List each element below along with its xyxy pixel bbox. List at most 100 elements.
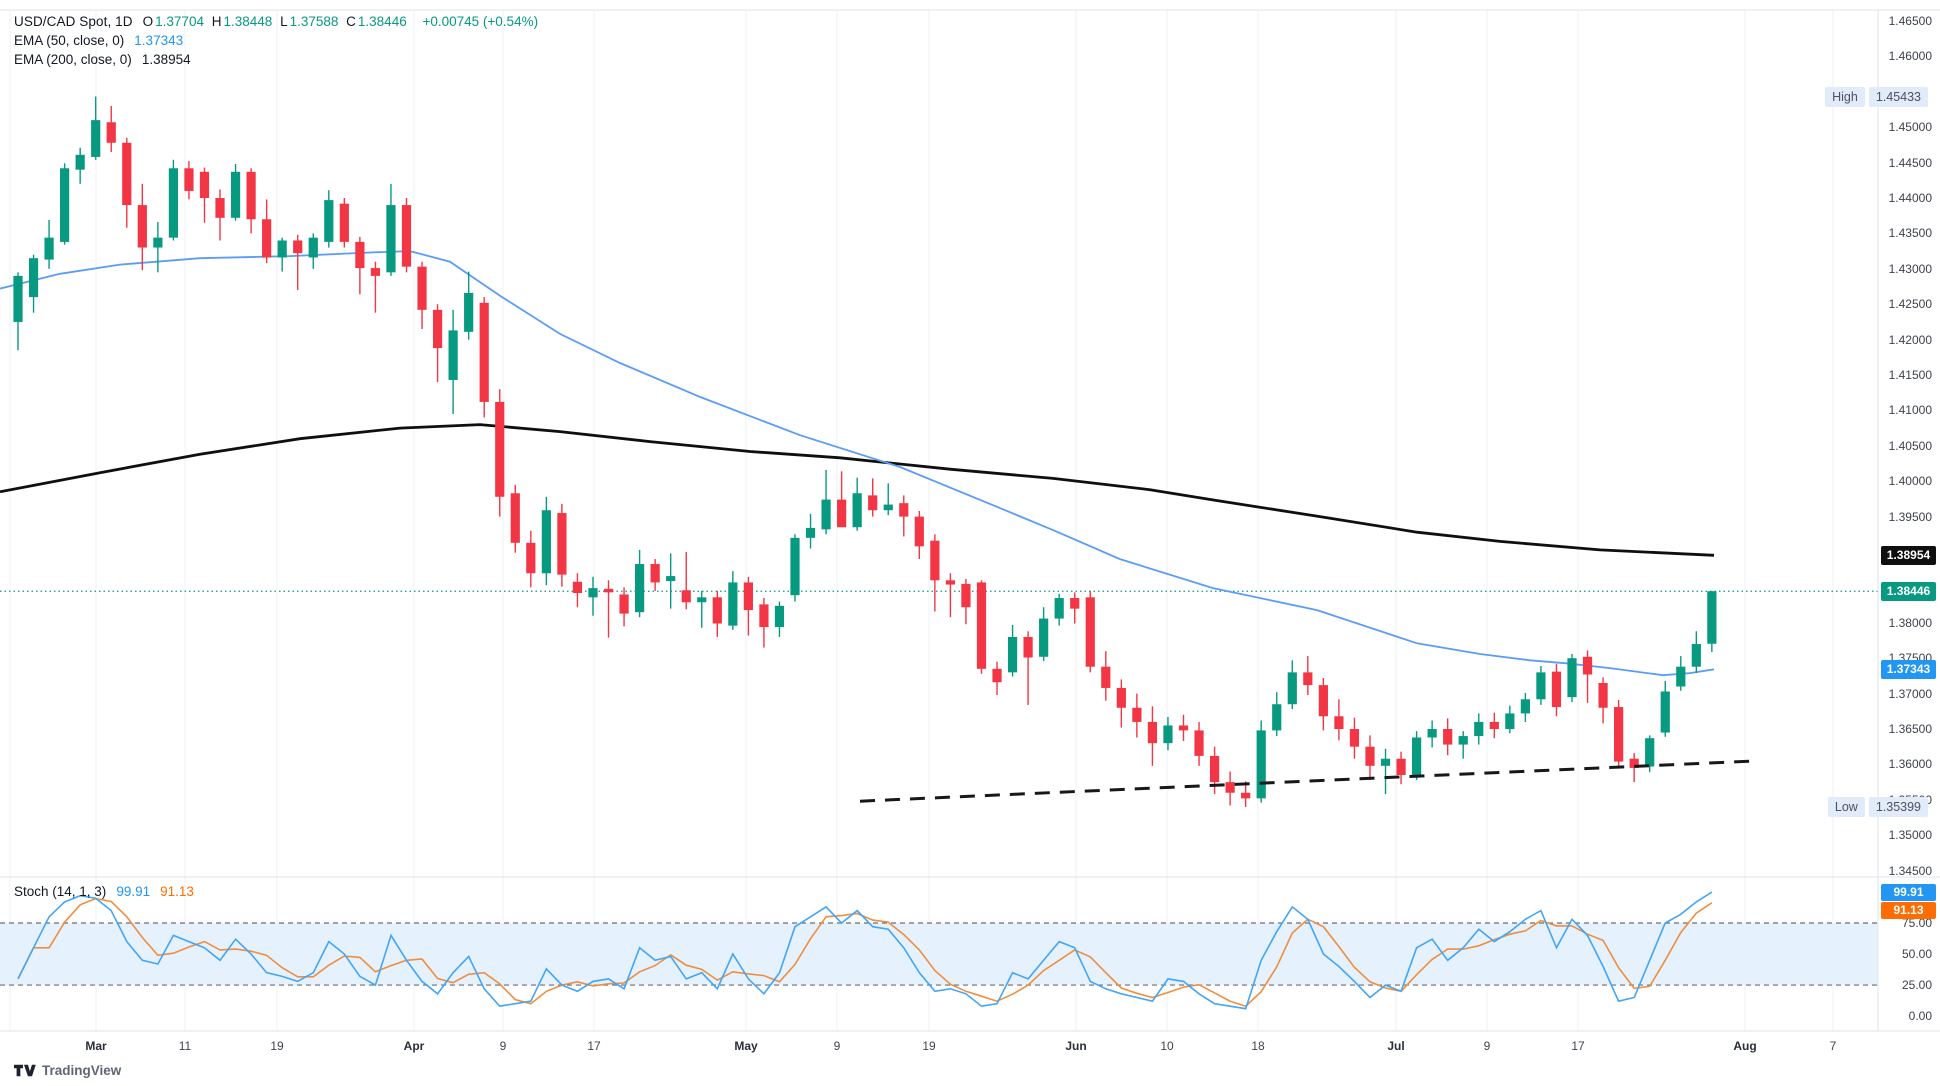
candle-body [1085,597,1095,667]
tradingview-logo[interactable]: TradingView [14,1063,121,1078]
candle-body [1427,729,1437,738]
candle-body [1505,713,1515,729]
candle-body [837,499,847,528]
time-axis-label: May [734,1039,758,1053]
time-axis-label: 9 [833,1039,841,1053]
ohlc-segment: O 1.37704 [142,14,204,29]
tradingview-text: TradingView [42,1063,122,1078]
candle-body [635,564,645,613]
candle-body [122,142,132,206]
candle-body [1660,691,1670,733]
ema200-label: EMA (200, close, 0) [14,52,132,67]
candle-body [215,198,225,218]
candle-body [883,504,893,511]
ema200-row[interactable]: EMA (200, close, 0) 1.38954 [14,50,538,69]
candle-body [1536,672,1546,700]
time-axis-label: Apr [403,1039,425,1053]
high-marker-label: High [1825,86,1865,107]
time-scale[interactable]: Mar 11 19 Apr 9 17 May 9 19 Jun 10 18 Jul 9 17 Aug 7 [0,1031,1940,1061]
candle-body [1039,618,1049,657]
candle-body [137,205,147,248]
time-axis-label: 19 [270,1039,284,1053]
tradingview-icon [14,1064,36,1077]
time-axis-label: 9 [1483,1039,1491,1053]
candle-body [821,499,831,530]
candle-body [743,582,753,611]
candle-body [1163,725,1173,744]
candle-body [355,241,365,269]
candle-body [1396,758,1406,776]
time-axis-label: 10 [1160,1039,1174,1053]
low-marker-value: 1.35399 [1868,796,1928,817]
stoch-axis-label: 25.00 [1901,978,1932,993]
price-axis-label: 1.34500 [1888,863,1932,878]
candle-body [930,540,940,581]
candle-body [603,588,614,593]
symbol-title: USD/CAD Spot, 1D [14,14,133,29]
price-axis-label: 1.37000 [1888,686,1932,701]
time-axis-label: Mar [85,1039,107,1053]
ema50-line [0,250,1715,677]
ema50-label: EMA (50, close, 0) [14,33,125,48]
candle-body [1272,704,1282,731]
candle-body [541,510,551,574]
stoch-axis-label: 75.00 [1901,916,1932,931]
candle-body [1287,672,1297,705]
candle-body [759,604,769,628]
candle-body [44,237,54,260]
stoch-k-value: 99.91 [116,884,151,899]
candle-body [199,171,210,198]
candle-body [386,205,396,273]
change-value: +0.00745 (+0.54%) [422,14,539,29]
candle-body [1241,792,1251,799]
candle-body [13,275,23,322]
candle-body [852,493,862,528]
price-axis-label: 1.44500 [1888,155,1932,170]
candle-body [324,200,334,242]
candle-body [1194,730,1204,756]
time-axis-label: 18 [1251,1039,1265,1053]
candle-body [681,590,691,603]
time-axis-label: Jun [1065,1039,1087,1053]
candle-body [495,401,505,497]
candle-body [75,154,85,170]
candle-body [1412,737,1422,776]
ohlc-segment: L 1.37588 [280,14,339,29]
price-axis-label: 1.40500 [1888,438,1932,453]
symbol-row[interactable]: USD/CAD Spot, 1D O 1.37704 H 1.38448 L 1.37… [14,12,538,31]
candle-body [1101,666,1111,688]
stoch-k-line [17,891,1713,1010]
candle-body [1567,658,1577,698]
candle-body [526,542,536,574]
candle-body [168,168,178,238]
candle-body [728,582,738,626]
candle-body [1023,636,1033,658]
candle-body [1178,725,1189,731]
ohlc-segment: C 1.38446 [346,14,407,29]
candle-body [1303,672,1313,686]
time-axis-label: 17 [1571,1039,1585,1053]
price-axis-label: 1.36500 [1888,722,1932,736]
price-axis-label: 1.40000 [1888,474,1932,489]
candle-body [28,258,39,298]
stoch-row[interactable]: Stoch (14, 1, 3) 99.91 91.13 [14,884,194,899]
candle-body [432,309,443,349]
candle-body [464,292,474,332]
candle-body [1007,636,1018,673]
price-scale[interactable]: 1.38954 1.38446 1.37343 99.91 91.13 1.46… [1879,10,1940,1031]
candle-body [914,516,924,547]
candle-body [1147,721,1158,744]
candle-body [1598,682,1608,708]
last-price-badge: 1.38446 [1881,581,1936,601]
stoch-k-badge: 99.91 [1881,883,1936,901]
candle-body [339,203,349,242]
candle-body [1334,716,1344,729]
price-axis-label: 1.41500 [1888,368,1932,382]
candle-body [1380,758,1391,766]
candle-body [230,171,241,218]
ema50-row[interactable]: EMA (50, close, 0) 1.37343 [14,31,538,50]
ohlc-values: O 1.37704 H 1.38448 L 1.37588 C 1.38446 [143,14,413,29]
candle-body [1614,707,1624,762]
candle-body [1707,591,1717,644]
